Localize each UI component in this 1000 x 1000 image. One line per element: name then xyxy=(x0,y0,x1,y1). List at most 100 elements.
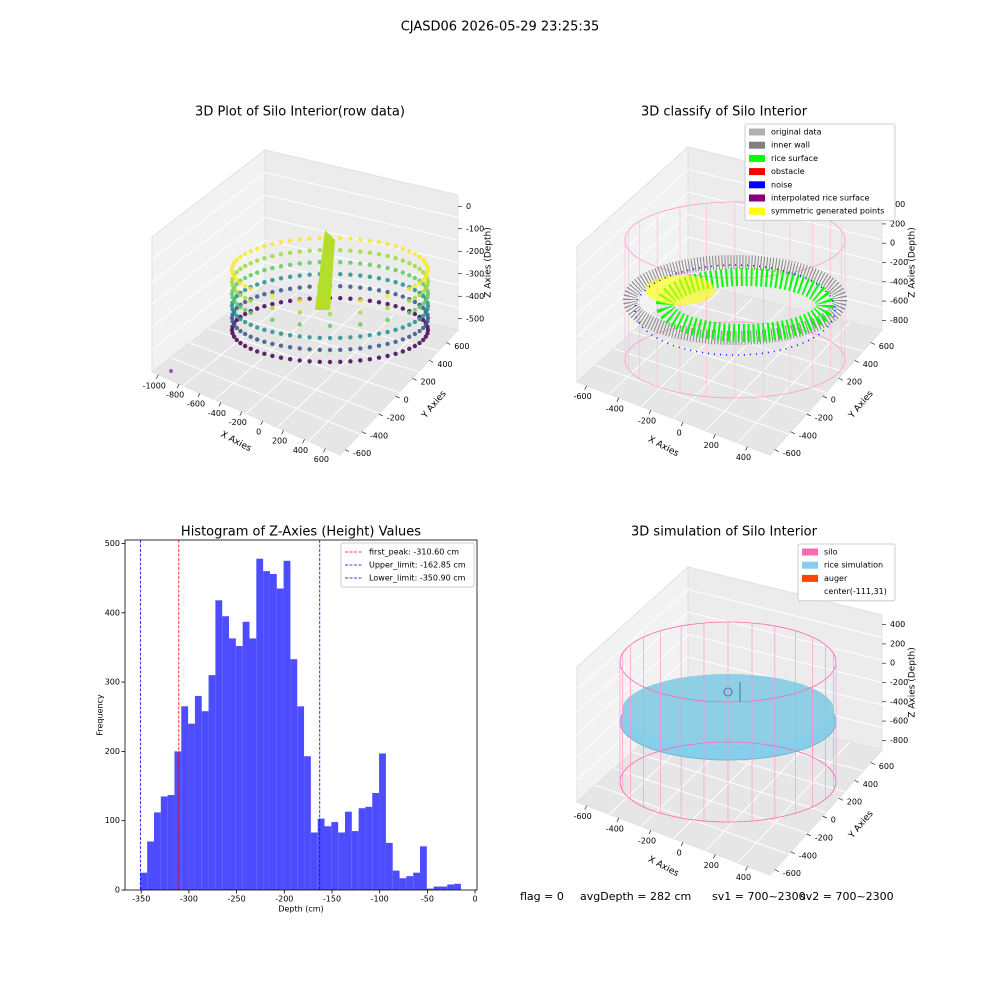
point xyxy=(317,235,322,241)
point xyxy=(425,295,430,300)
point xyxy=(393,244,398,249)
point xyxy=(385,265,390,271)
point xyxy=(376,355,382,360)
legend-box xyxy=(797,543,896,602)
legend-swatch xyxy=(749,141,765,149)
point xyxy=(242,283,248,289)
x-tick-label: -400 xyxy=(606,404,624,413)
point xyxy=(385,301,390,307)
bar xyxy=(338,832,345,890)
z-tick-label: -800 xyxy=(890,316,908,325)
bar xyxy=(283,560,291,890)
bar xyxy=(222,616,230,890)
x-tick-label: 200 xyxy=(704,861,719,870)
point xyxy=(317,347,322,353)
bar xyxy=(454,883,461,890)
point xyxy=(358,249,363,254)
y-tick-label: 400 xyxy=(863,360,878,369)
z-tick-label: 0 xyxy=(890,659,895,668)
point xyxy=(367,298,373,303)
point xyxy=(412,307,418,313)
legend-label: first_peak: -310.60 cm xyxy=(369,548,459,557)
z-tick-label: -600 xyxy=(890,297,908,306)
y-tick xyxy=(870,342,875,345)
point xyxy=(270,353,275,359)
x-tick xyxy=(218,402,222,407)
point xyxy=(358,310,363,315)
point xyxy=(425,307,430,312)
bar xyxy=(392,870,400,890)
x-tick xyxy=(745,866,748,871)
point xyxy=(348,335,353,340)
z-axis-label: Z Axies (Depth) xyxy=(484,227,494,298)
point xyxy=(287,286,293,291)
point xyxy=(242,263,248,269)
x-tick xyxy=(260,420,263,426)
point xyxy=(393,256,398,261)
point xyxy=(270,329,275,335)
point xyxy=(376,252,382,257)
point xyxy=(234,269,239,275)
point xyxy=(425,279,431,285)
point xyxy=(287,298,293,303)
point xyxy=(425,271,430,276)
point xyxy=(262,327,267,332)
point xyxy=(238,340,243,346)
point xyxy=(262,256,267,261)
point xyxy=(376,240,382,245)
point xyxy=(278,331,284,336)
bar xyxy=(399,878,407,890)
bar xyxy=(426,888,434,890)
pane-grid xyxy=(576,633,883,735)
point xyxy=(385,317,390,323)
y-tick-label: -200 xyxy=(815,413,833,422)
legend-swatch xyxy=(749,194,765,202)
bar xyxy=(310,832,318,890)
noise xyxy=(634,264,836,356)
point xyxy=(248,260,253,266)
y-tick-label: 0 xyxy=(404,396,409,405)
point xyxy=(297,298,302,303)
bar xyxy=(242,621,250,890)
legend-label: rice simulation xyxy=(824,561,883,570)
wall-points xyxy=(623,255,847,345)
x-tick xyxy=(616,397,620,402)
point xyxy=(278,276,284,281)
panel-title: 3D classify of Silo Interior xyxy=(641,105,808,120)
bar xyxy=(201,711,209,890)
y-tick xyxy=(774,449,779,452)
legend-swatch xyxy=(749,154,765,162)
point xyxy=(407,248,412,254)
symmetric-points xyxy=(645,275,715,305)
point xyxy=(400,294,406,299)
x-tick-label: -50 xyxy=(421,895,434,904)
point xyxy=(242,287,248,293)
status-text: sv1 = 700~2300 xyxy=(712,890,806,903)
y-tick-label: 400 xyxy=(863,780,878,789)
point xyxy=(421,289,426,295)
x-tick xyxy=(197,393,201,398)
point xyxy=(367,286,373,291)
point xyxy=(231,286,237,291)
bar xyxy=(229,638,236,890)
legend-label: rice surface xyxy=(771,154,818,163)
point xyxy=(242,275,248,281)
point xyxy=(385,241,390,247)
point xyxy=(270,293,275,299)
x-tick xyxy=(323,448,326,453)
point xyxy=(425,283,430,288)
x-tick xyxy=(584,805,587,810)
legend-box xyxy=(744,123,896,221)
point xyxy=(297,261,302,266)
pane-grid xyxy=(576,588,883,690)
point xyxy=(421,301,426,307)
point xyxy=(287,250,293,255)
x-tick-label: -250 xyxy=(228,895,246,904)
point xyxy=(421,305,426,311)
legend-swatch xyxy=(802,574,818,582)
y-tick-label: 600 xyxy=(879,762,894,771)
point xyxy=(423,322,429,327)
z-tick-label: 400 xyxy=(890,200,905,209)
bar xyxy=(324,826,332,890)
bar xyxy=(290,659,298,890)
